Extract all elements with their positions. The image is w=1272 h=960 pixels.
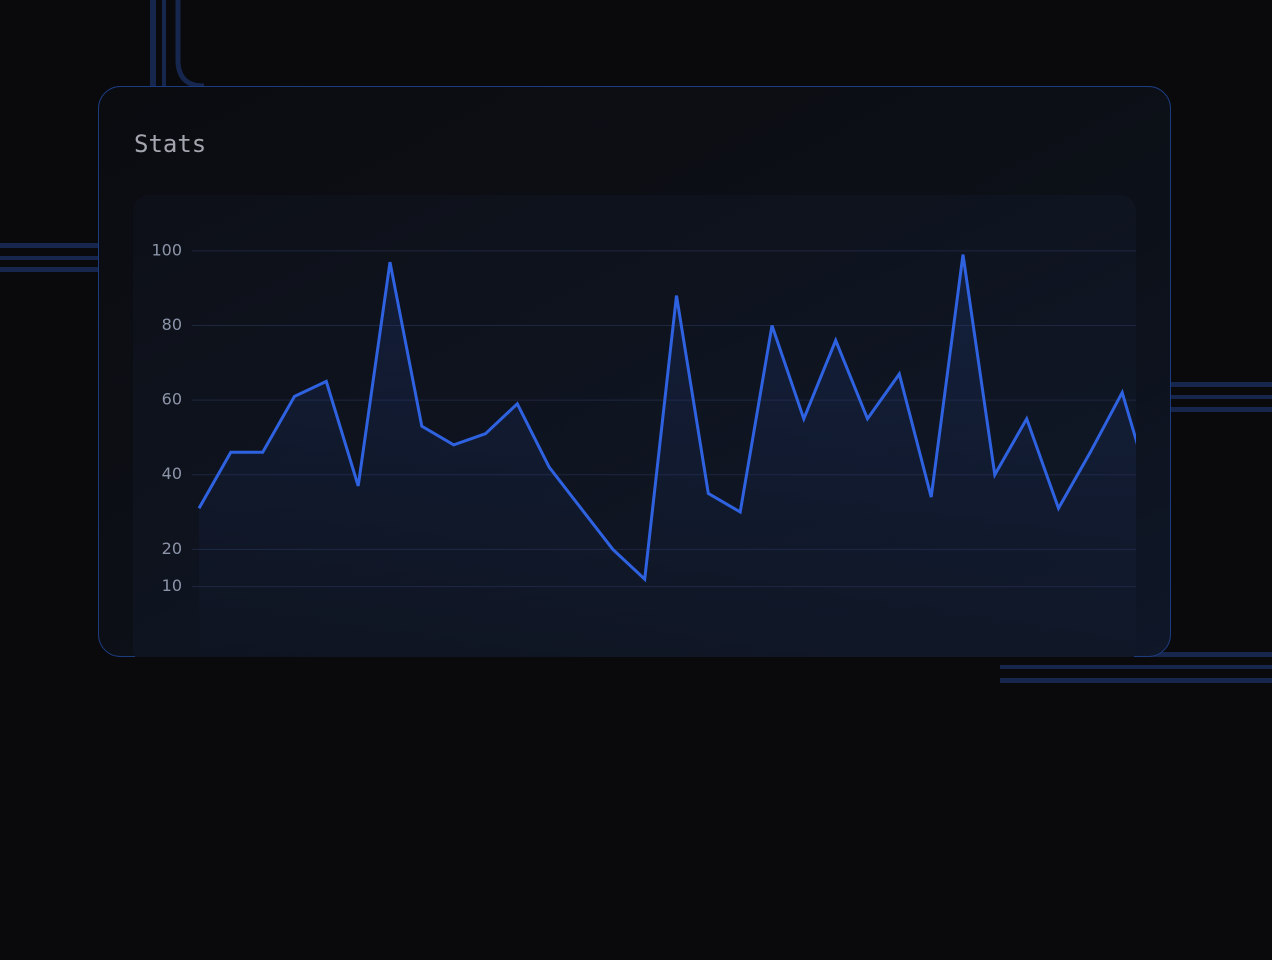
y-tick-label: 60 [162,390,182,409]
y-axis: 10 20 40 60 80 100 [151,240,182,595]
y-tick-label: 20 [162,539,182,558]
y-tick-label: 80 [162,315,182,334]
plot [197,254,1136,657]
area-fill [199,254,1136,657]
card-title: Stats [134,130,206,158]
y-tick-label: 10 [162,576,182,595]
y-tick-label: 40 [162,464,182,483]
line [197,254,1136,583]
y-tick-label: 100 [151,240,182,259]
